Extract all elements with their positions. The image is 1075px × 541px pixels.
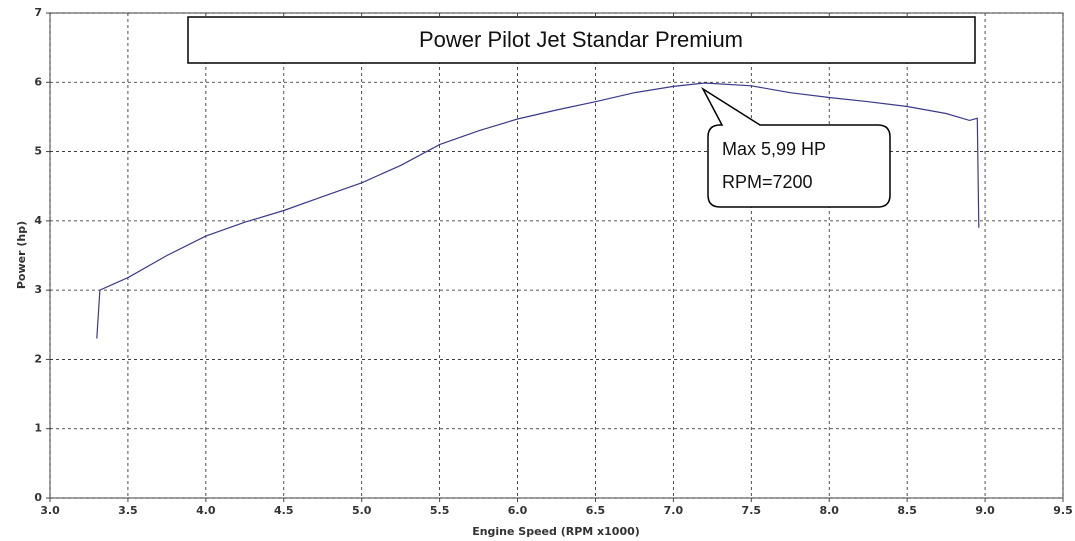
x-tick-label: 9.5 (1053, 504, 1073, 517)
callout (701, 86, 891, 208)
x-tick-label: 3.0 (40, 504, 60, 517)
plot-frame (49, 12, 1064, 499)
x-tick-label: 8.5 (897, 504, 917, 517)
y-tick-label: 7 (34, 6, 42, 19)
grid (46, 12, 1064, 502)
annotation-line: RPM=7200 (722, 172, 813, 192)
power-line (96, 82, 980, 339)
y-tick-label: 2 (34, 352, 42, 365)
marks (96, 82, 980, 339)
x-tick-label: 5.0 (352, 504, 372, 517)
title-box (187, 16, 976, 64)
y-tick-label: 0 (34, 491, 42, 504)
y-tick-label: 6 (34, 75, 42, 88)
x-tick-label: 6.0 (508, 504, 528, 517)
y-axis-label: Power (hp) (15, 221, 28, 289)
y-tick-label: 5 (34, 145, 42, 158)
x-tick-label: 7.0 (664, 504, 684, 517)
chart-title: Power Pilot Jet Standar Premium (419, 27, 743, 52)
annotation-line: Max 5,99 HP (722, 139, 826, 159)
x-tick-label: 9.0 (975, 504, 995, 517)
x-tick-label: 8.0 (819, 504, 839, 517)
x-tick-label: 4.5 (274, 504, 294, 517)
x-tick-label: 6.5 (586, 504, 606, 517)
x-tick-label: 3.5 (118, 504, 138, 517)
x-tick-label: 7.5 (742, 504, 762, 517)
y-tick-label: 4 (34, 214, 42, 227)
y-tick-label: 1 (34, 422, 42, 435)
x-axis-label: Engine Speed (RPM x1000) (472, 525, 640, 538)
y-tick-label: 3 (34, 283, 42, 296)
x-tick-label: 5.5 (430, 504, 450, 517)
x-tick-label: 4.0 (196, 504, 216, 517)
